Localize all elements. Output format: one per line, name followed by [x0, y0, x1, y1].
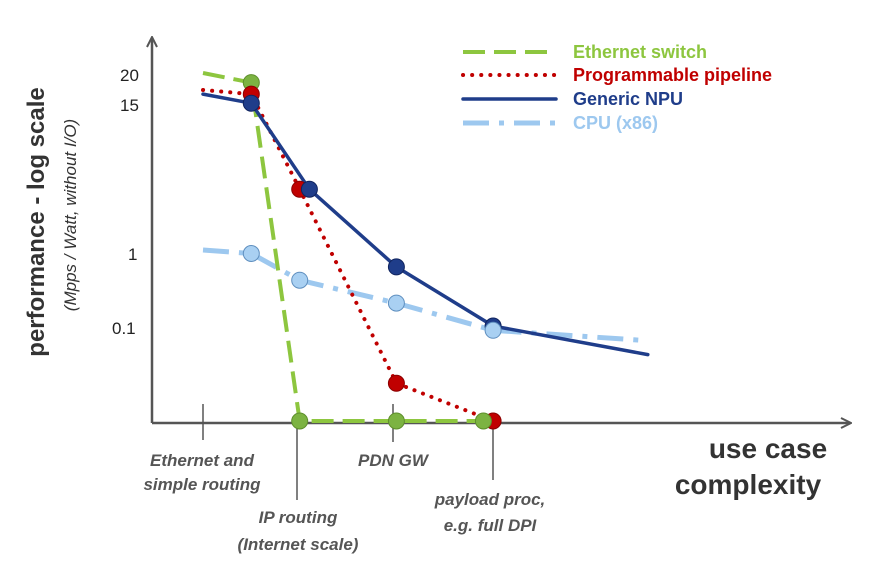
series-line-cpu-x86 [202, 247, 648, 344]
data-point-3 [242, 245, 260, 262]
legend-label-cpu-x86: CPU (x86) [573, 113, 658, 133]
series-line-ethernet-switch [202, 71, 484, 423]
y-axis-subtitle: (Mpps / Watt, without I/O) [61, 119, 80, 311]
legend: Ethernet switch Programmable pipeline Ge… [461, 42, 772, 133]
data-point-7 [291, 412, 309, 430]
marker-layer [242, 74, 502, 430]
data-point-11 [387, 412, 405, 430]
y-tick-label-0.1: 0.1 [112, 319, 136, 338]
data-point-10 [387, 374, 405, 392]
data-point-5 [300, 180, 318, 198]
x-category-ethernet-line-1: Ethernet and [150, 451, 255, 470]
x-category-ip-routing-line-2: (Internet scale) [238, 535, 359, 554]
legend-label-programmable-pipeline: Programmable pipeline [573, 65, 772, 85]
legend-label-generic-npu: Generic NPU [573, 89, 683, 109]
data-point-2 [242, 94, 260, 112]
x-axis-title-line-2: complexity [675, 469, 822, 500]
x-category-pdn-gw: PDN GW [358, 451, 430, 470]
legend-label-ethernet-switch: Ethernet switch [573, 42, 707, 62]
x-category-payload-line-1: payload proc, [434, 490, 546, 509]
data-point-15 [474, 412, 492, 430]
x-category-ethernet-line-2: simple routing [143, 475, 261, 494]
data-point-13 [484, 321, 502, 339]
y-axis-title: performance - log scale [23, 87, 50, 356]
y-tick-label-20: 20 [120, 66, 139, 85]
data-point-6 [291, 271, 309, 289]
x-axis-title-line-1: use case [709, 433, 827, 464]
data-point-9 [387, 294, 405, 312]
y-tick-label-1: 1 [128, 245, 137, 264]
x-category-payload-line-2: e.g. full DPI [444, 516, 538, 535]
y-tick-label-15: 15 [120, 96, 139, 115]
data-point-8 [387, 258, 405, 276]
x-category-ip-routing-line-1: IP routing [259, 508, 338, 527]
